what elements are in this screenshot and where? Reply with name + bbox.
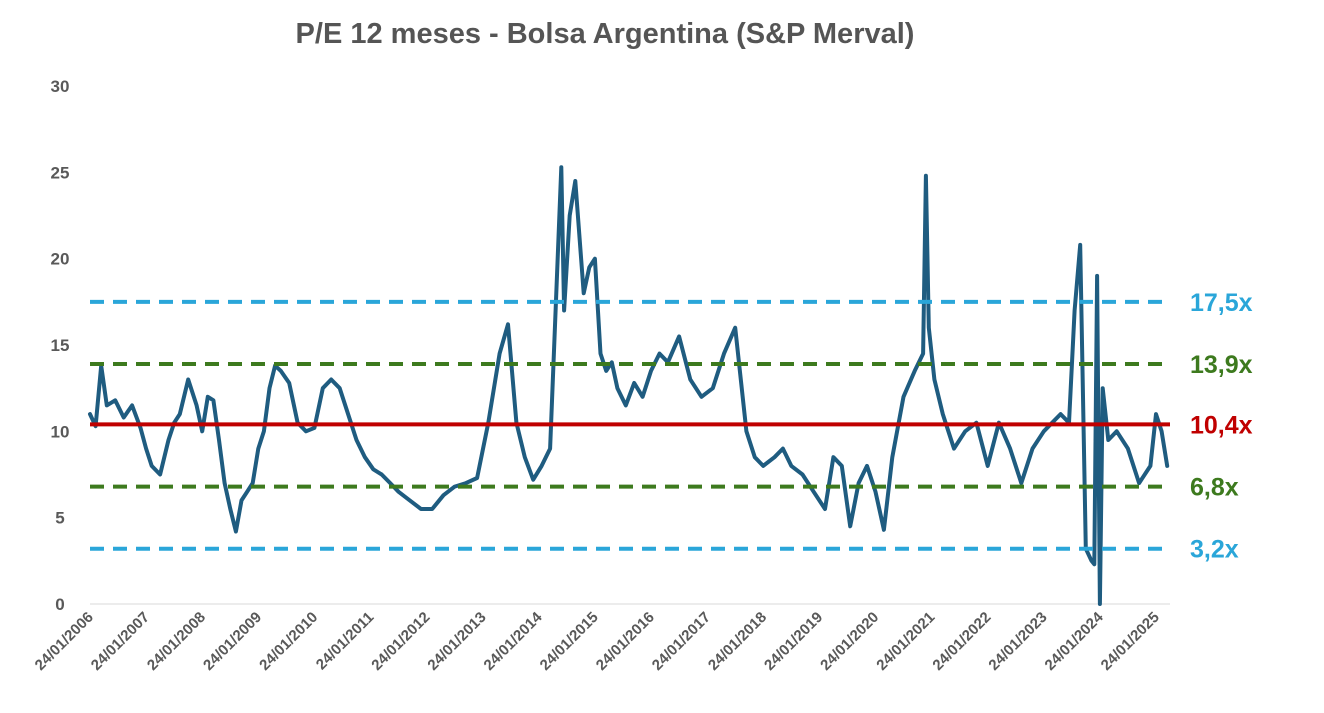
data-series: [88, 165, 1170, 606]
reference-line-label: 6,8x: [1190, 474, 1239, 502]
y-tick-label: 15: [51, 336, 70, 355]
y-tick-label: 30: [51, 77, 70, 96]
x-tick-label: 24/01/2015: [537, 609, 602, 674]
x-tick-label: 24/01/2014: [481, 608, 547, 674]
x-tick-label: 24/01/2008: [144, 609, 209, 674]
x-tick-label: 24/01/2017: [649, 609, 714, 674]
y-tick-label: 0: [55, 595, 64, 614]
x-tick-label: 24/01/2013: [424, 609, 489, 674]
x-tick-label: 24/01/2020: [817, 609, 882, 674]
x-tick-label: 24/01/2021: [873, 609, 938, 674]
x-tick-label: 24/01/2009: [200, 609, 265, 674]
y-tick-label: 5: [55, 509, 64, 528]
y-tick-label: 10: [51, 422, 70, 441]
reference-line-label: 13,9x: [1190, 351, 1253, 379]
y-axis-labels: 0 5 10 15 20 25 30: [51, 77, 70, 614]
x-tick-label: 24/01/2011: [313, 609, 378, 674]
y-tick-label: 25: [51, 163, 70, 182]
x-tick-label: 24/01/2024: [1042, 608, 1108, 674]
x-tick-label: 24/01/2022: [929, 609, 994, 674]
x-tick-label: 24/01/2010: [256, 609, 321, 674]
x-tick-label: 24/01/2007: [88, 609, 153, 674]
x-axis-labels: 24/01/200624/01/200724/01/200824/01/2009…: [32, 608, 1163, 674]
reference-lines: 17,5x 13,9x 10,4x 6,8x 3,2x: [90, 289, 1253, 564]
x-tick-label: 24/01/2025: [1098, 609, 1163, 674]
pe-series-line: [88, 165, 1170, 606]
x-tick-label: 24/01/2019: [761, 609, 826, 674]
reference-line-label: 10,4x: [1190, 411, 1253, 439]
x-tick-label: 24/01/2012: [368, 609, 433, 674]
x-tick-label: 24/01/2016: [593, 609, 658, 674]
reference-line-label: 17,5x: [1190, 289, 1253, 317]
x-tick-label: 24/01/2006: [32, 609, 97, 674]
y-tick-label: 20: [51, 250, 70, 269]
x-tick-label: 24/01/2018: [705, 609, 770, 674]
x-tick-label: 24/01/2023: [985, 609, 1050, 674]
chart-title: P/E 12 meses - Bolsa Argentina (S&P Merv…: [295, 18, 915, 50]
reference-line-label: 3,2x: [1190, 536, 1239, 564]
